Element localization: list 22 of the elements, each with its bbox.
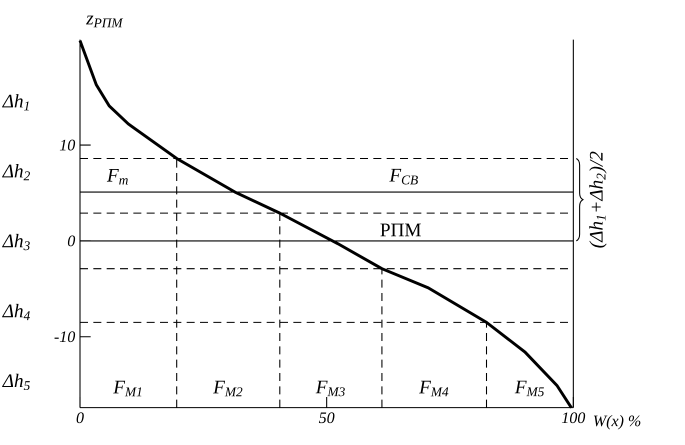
text: (Δh$_{1}$+Δh$_{2}$)/2 bbox=[589, 152, 607, 248]
annotation: F$_{M2}$ bbox=[213, 380, 242, 396]
annotation: F$_{M5}$ bbox=[514, 380, 544, 396]
annotation: F$_{СВ}$ bbox=[389, 168, 418, 184]
x-tick-label: 50 bbox=[318, 412, 334, 424]
y-axis-title: z$_{РПМ}$ bbox=[86, 16, 124, 28]
x-axis-title: W(x) % bbox=[594, 415, 640, 430]
y-tick-label: -10 bbox=[54, 331, 76, 342]
x-tick-label: 100 bbox=[562, 412, 586, 424]
x-tick-label: 0 bbox=[76, 412, 84, 424]
text: Δh$_{2}$ bbox=[2, 164, 30, 180]
y-tick-label: 0 bbox=[68, 236, 76, 246]
annotation: F$_{т}$ bbox=[106, 168, 128, 184]
annotation: F$_{M1}$ bbox=[113, 380, 142, 396]
text: Δh$_{4}$ bbox=[2, 304, 30, 320]
annotation: F$_{M3}$ bbox=[316, 380, 345, 396]
ref-line-label: РПМ bbox=[380, 224, 421, 236]
annotation: F$_{M4}$ bbox=[419, 380, 448, 396]
text: Δh$_{1}$ bbox=[2, 94, 29, 110]
text: Δh$_{3}$ bbox=[2, 234, 30, 250]
text: Δh$_{5}$ bbox=[2, 374, 30, 390]
y-tick-label: 10 bbox=[60, 140, 76, 150]
